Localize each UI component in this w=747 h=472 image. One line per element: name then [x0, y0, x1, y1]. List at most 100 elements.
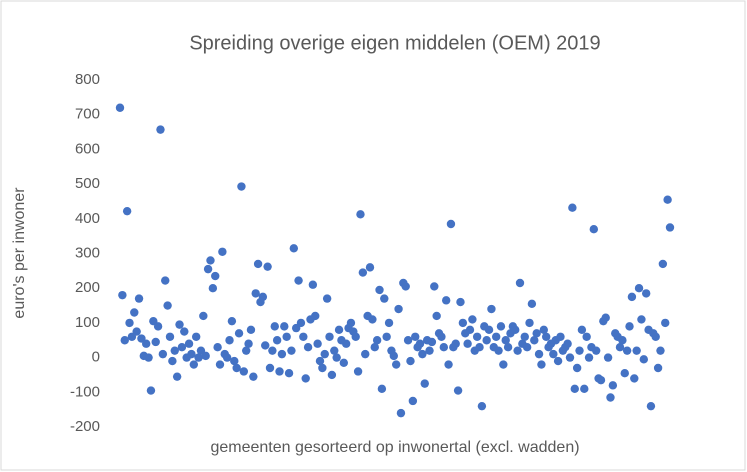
- point: [222, 353, 232, 362]
- point: [146, 386, 156, 395]
- point: [446, 219, 456, 229]
- point: [513, 346, 522, 355]
- point: [208, 284, 218, 293]
- point: [261, 341, 270, 350]
- chart-title: Spreiding overige eigen middelen (OEM) 2…: [189, 32, 600, 54]
- point: [437, 332, 446, 341]
- point: [553, 356, 563, 366]
- y-tick-label: 300: [75, 244, 100, 261]
- point: [327, 370, 337, 380]
- point: [627, 292, 637, 302]
- y-tick-label: 400: [75, 210, 100, 227]
- point: [606, 393, 615, 402]
- point: [568, 203, 577, 212]
- y-tick-label: 0: [92, 349, 100, 366]
- point: [299, 332, 308, 341]
- point: [403, 336, 413, 345]
- point: [351, 332, 360, 341]
- point: [565, 353, 575, 362]
- point: [601, 313, 610, 322]
- point: [141, 339, 151, 348]
- point: [496, 322, 506, 331]
- point: [658, 259, 668, 269]
- point: [499, 360, 508, 369]
- point: [527, 299, 537, 309]
- point: [241, 346, 251, 355]
- point: [575, 346, 584, 355]
- point: [199, 311, 208, 321]
- point: [432, 311, 441, 321]
- point: [311, 311, 320, 321]
- point: [206, 256, 215, 265]
- point: [563, 339, 572, 348]
- point: [537, 360, 546, 369]
- point: [384, 318, 394, 328]
- point: [330, 346, 339, 355]
- point: [430, 282, 439, 291]
- point: [596, 375, 606, 385]
- point: [584, 353, 594, 362]
- point: [482, 336, 491, 345]
- y-tick-label: 500: [75, 175, 100, 192]
- point: [253, 259, 263, 269]
- point: [249, 372, 258, 381]
- point: [494, 346, 503, 355]
- point: [118, 290, 127, 300]
- point: [589, 225, 599, 234]
- point: [549, 349, 558, 359]
- point: [161, 276, 170, 285]
- point: [634, 284, 644, 293]
- point: [370, 342, 379, 352]
- y-tick-label: 800: [75, 71, 100, 88]
- point: [318, 363, 327, 373]
- point: [163, 301, 172, 310]
- point: [361, 349, 370, 359]
- point: [577, 325, 587, 335]
- point: [187, 349, 196, 359]
- point: [120, 336, 129, 345]
- point: [339, 358, 349, 368]
- point: [451, 339, 460, 348]
- point: [639, 355, 649, 364]
- point: [184, 339, 194, 348]
- point: [170, 346, 179, 355]
- point: [472, 332, 482, 341]
- point: [130, 308, 139, 317]
- point: [468, 315, 477, 324]
- point: [522, 342, 532, 352]
- point: [503, 342, 513, 352]
- point: [625, 322, 634, 331]
- point: [382, 332, 391, 341]
- point: [425, 346, 434, 355]
- point: [444, 360, 453, 369]
- point: [415, 339, 425, 348]
- point: [294, 276, 303, 285]
- point: [239, 367, 249, 376]
- point: [325, 332, 334, 341]
- point: [191, 332, 201, 341]
- point: [232, 363, 241, 373]
- point: [122, 206, 132, 216]
- point: [534, 349, 544, 359]
- point: [315, 356, 325, 366]
- y-tick-label: -100: [70, 383, 100, 400]
- point: [465, 325, 475, 335]
- point: [332, 353, 341, 362]
- point: [456, 297, 465, 307]
- point: [218, 247, 227, 256]
- point: [215, 360, 225, 369]
- point: [582, 332, 591, 341]
- point: [303, 342, 313, 352]
- point: [368, 315, 377, 324]
- point: [296, 318, 306, 328]
- point: [663, 195, 672, 204]
- point: [284, 369, 294, 378]
- point: [556, 332, 565, 341]
- point: [477, 401, 487, 411]
- point: [484, 325, 494, 335]
- point: [168, 356, 177, 366]
- point: [622, 346, 632, 355]
- point: [608, 381, 618, 390]
